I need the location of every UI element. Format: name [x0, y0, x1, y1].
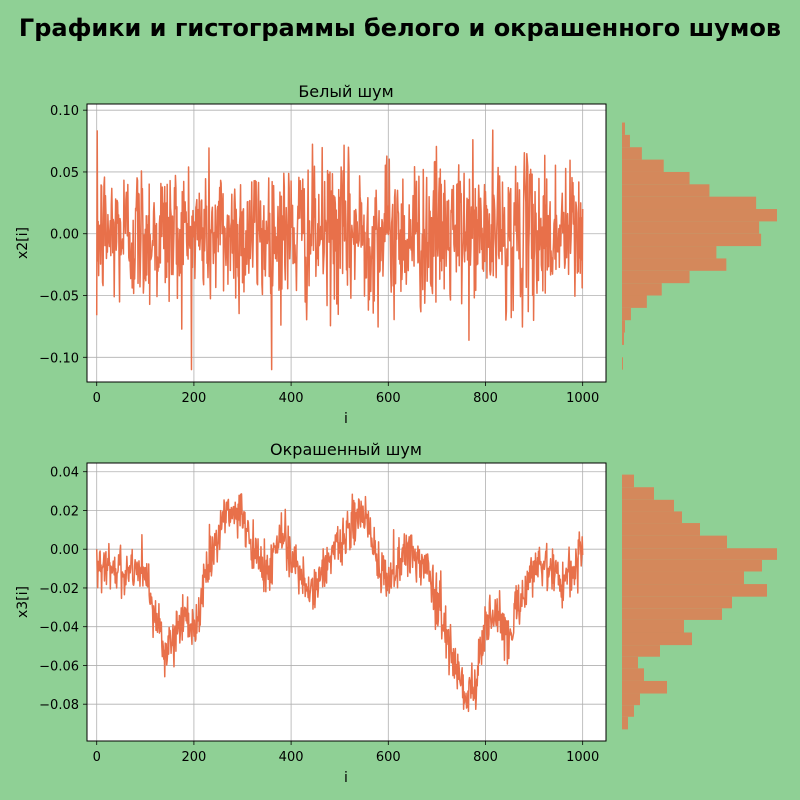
white-noise-title: Белый шум [298, 82, 393, 101]
colored-noise-hist-bar [622, 499, 674, 512]
colored-noise-frame [86, 462, 607, 742]
colored-noise-plot-area [87, 463, 606, 741]
white-noise-xtick-label: 1000 [566, 391, 599, 406]
white-noise-ytick-label: −0.05 [39, 290, 79, 305]
colored-noise-hist-bar [622, 619, 684, 633]
colored-noise-xtick-label: 400 [279, 750, 304, 765]
colored-noise-histogram [622, 474, 777, 730]
white-noise-hist-bar [622, 258, 727, 271]
white-noise-xlabel: i [344, 411, 348, 427]
white-noise-xtick-label: 800 [473, 391, 498, 406]
white-noise-hist-bar [622, 357, 623, 370]
white-noise-ytick-label: 0.00 [50, 228, 79, 243]
white-noise-ticks: 0 200 400 600 800 1000 −0.10 −0.05 0.00 0.05 0.10 [39, 104, 599, 406]
white-noise-xtick-label: 0 [93, 391, 101, 406]
white-noise-hist-bar [622, 221, 760, 234]
white-noise-ytick-label: −0.10 [39, 351, 79, 366]
colored-noise-ytick-label: −0.04 [39, 621, 79, 636]
colored-noise-series-line [95, 493, 584, 713]
colored-noise-hist-bar [622, 680, 667, 694]
white-noise-hist-bar [622, 159, 664, 172]
white-noise-ylabel: x2[i] [15, 227, 31, 259]
colored-noise-ytick-label: −0.08 [39, 698, 79, 713]
white-noise-histogram [622, 122, 777, 370]
colored-noise-hist-bar [622, 535, 727, 549]
colored-noise-xtick-label: 0 [93, 750, 101, 765]
colored-noise-hist-bar [622, 608, 722, 620]
white-noise-ytick-label: 0.05 [50, 166, 79, 181]
white-noise-hist-bar [622, 332, 624, 345]
white-noise-series-line [95, 129, 584, 371]
colored-noise-hist-bar [622, 523, 700, 536]
white-noise-ytick-label: 0.10 [50, 104, 79, 119]
colored-noise-hist-bar [622, 693, 640, 706]
colored-noise-xtick-label: 1000 [566, 750, 599, 765]
colored-noise-hist-bar [622, 559, 762, 572]
white-noise-hist-bar [622, 307, 631, 321]
colored-noise-hist-bar [622, 511, 682, 524]
colored-noise-hist-bar [622, 632, 692, 646]
white-noise-hist-bar [622, 283, 662, 296]
colored-noise-ytick-label: −0.06 [39, 659, 79, 674]
white-noise-panel: 0 200 400 600 800 1000−0.10−0.050.000.050.10 … [15, 82, 607, 427]
suptitle: Графики и гистограммы белого и окрашенно… [19, 14, 781, 42]
white-noise-xtick-label: 600 [376, 391, 401, 406]
colored-noise-hist-bar [622, 656, 638, 669]
white-noise-hist-bar [622, 122, 625, 135]
colored-noise-ylabel: x3[i] [15, 586, 31, 618]
colored-noise-ticks: 0 200 400 600 800 1000 −0.08 −0.06 −0.04 −0.02 0.0… [39, 466, 599, 765]
white-noise-hist-bar [622, 147, 642, 160]
white-noise-hist-bar [622, 233, 762, 247]
colored-noise-title: Окрашенный шум [270, 440, 422, 459]
colored-noise-panel: 0 200 400 600 800 1000 −0.08 −0.06 −0.04 −0.02 0.0… [15, 440, 607, 786]
white-noise-hist-bar [622, 270, 690, 284]
colored-noise-hist-bar [622, 487, 654, 500]
colored-noise-hist-bar [622, 645, 660, 657]
colored-noise-hist-bar [622, 584, 767, 597]
white-noise-xtick-label: 200 [181, 391, 206, 406]
colored-noise-grid [87, 463, 606, 741]
colored-noise-hist-bar [622, 548, 777, 560]
white-noise-hist-bar [622, 246, 717, 259]
white-noise-hist-bar [622, 320, 625, 333]
colored-noise-xtick-label: 800 [473, 750, 498, 765]
colored-noise-hist-bar [622, 668, 644, 681]
colored-noise-ytick-label: 0.02 [50, 504, 79, 519]
colored-noise-hist-bar [622, 474, 634, 488]
white-noise-hist-bar [622, 295, 647, 308]
white-noise-hist-bar [622, 171, 690, 185]
colored-noise-ytick-label: −0.02 [39, 582, 79, 597]
white-noise-hist-bar [622, 196, 757, 210]
colored-noise-hist-bar [622, 571, 744, 585]
white-noise-hist-bar [622, 209, 777, 222]
colored-noise-xtick-label: 200 [181, 750, 206, 765]
colored-noise-hist-bar [622, 716, 628, 730]
white-noise-hist-bar [622, 184, 710, 197]
colored-noise-xtick-label: 600 [376, 750, 401, 765]
colored-noise-ytick-label: 0.04 [50, 466, 79, 481]
white-noise-xtick-label: 400 [279, 391, 304, 406]
colored-noise-hist-bar [622, 596, 732, 609]
colored-noise-hist-bar [622, 705, 634, 717]
colored-noise-xlabel: i [344, 770, 348, 786]
white-noise-frame [86, 103, 607, 383]
white-noise-hist-bar [622, 134, 630, 148]
colored-noise-ytick-label: 0.00 [50, 543, 79, 558]
